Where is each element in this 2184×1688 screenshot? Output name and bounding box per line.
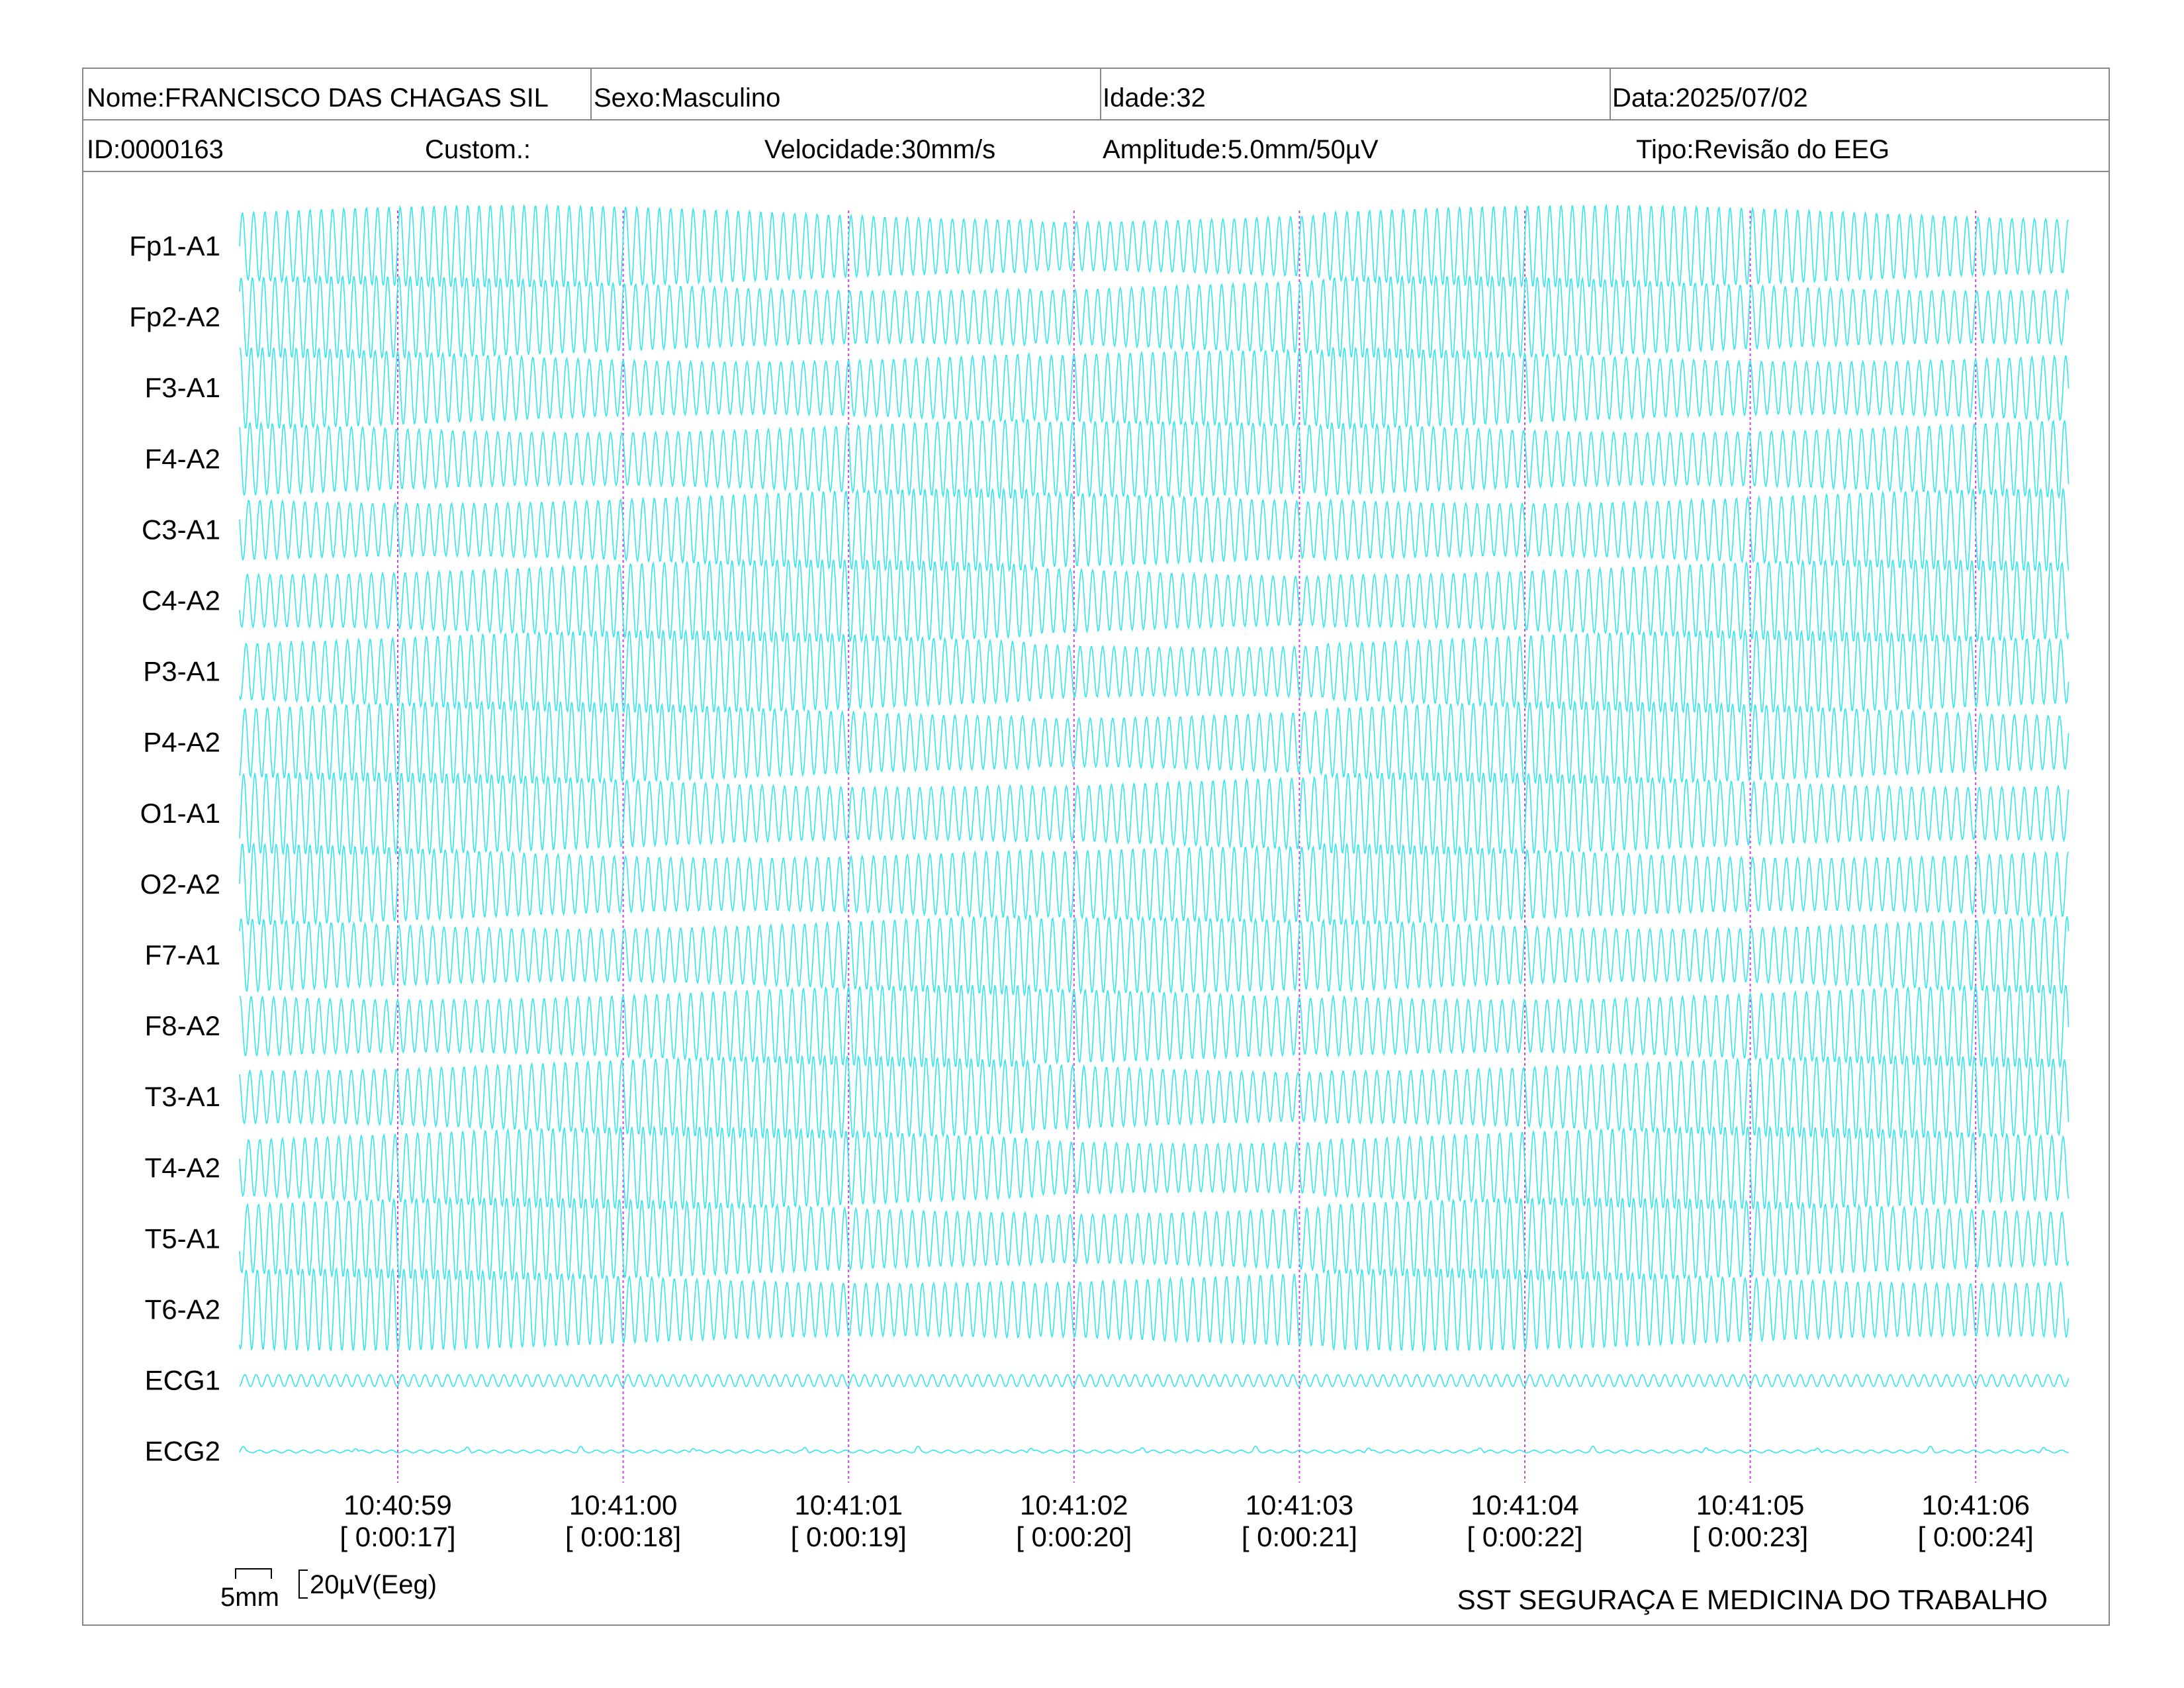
time-scale-label: 5mm — [220, 1583, 279, 1612]
time-tick-clock: 10:41:03 — [1246, 1489, 1354, 1521]
channel-trace — [239, 203, 2070, 289]
paper-speed: Velocidade:30mm/s — [764, 135, 996, 164]
channel-trace — [239, 1445, 2069, 1454]
channel-trace — [239, 1125, 2070, 1211]
channel-label: T4-A2 — [145, 1152, 220, 1183]
time-tick-clock: 10:41:00 — [569, 1489, 678, 1521]
time-markers — [397, 211, 1977, 1483]
channel-trace — [239, 700, 2070, 786]
time-tick-elapsed: [ 0:00:20] — [1016, 1521, 1132, 1552]
amplitude-setting: Amplitude:5.0mm/50µV — [1103, 135, 1379, 164]
header-divider-2 — [83, 171, 2109, 172]
time-tick-elapsed: [ 0:00:17] — [340, 1521, 455, 1552]
time-tick-clock: 10:41:02 — [1020, 1489, 1128, 1521]
channel-trace — [239, 771, 2070, 857]
channel-label: T6-A2 — [145, 1294, 220, 1325]
header-cell-divider — [590, 69, 592, 120]
exam-date: Data:2025/07/02 — [1612, 83, 1808, 113]
channel-label: P4-A2 — [143, 727, 220, 758]
channel-trace — [239, 983, 2070, 1069]
amplitude-scale-label: 20µV(Eeg) — [310, 1570, 437, 1599]
channel-label: P3-A1 — [143, 656, 220, 687]
channel-label: Fp1-A1 — [129, 230, 220, 261]
exam-type: Tipo:Revisão do EEG — [1636, 135, 1890, 164]
scale-bar: 5mm 20µV(Eeg) — [220, 1568, 437, 1612]
header-cell-divider — [1100, 69, 1101, 120]
patient-sex: Sexo:Masculino — [594, 83, 781, 113]
channel-label: O1-A1 — [140, 798, 220, 829]
patient-age: Idade:32 — [1103, 83, 1206, 113]
channel-trace — [239, 628, 2070, 715]
time-scale-bracket — [235, 1568, 272, 1579]
channel-label: F8-A2 — [145, 1010, 220, 1041]
custom-field: Custom.: — [425, 135, 531, 164]
channel-trace — [239, 419, 2070, 500]
time-tick-elapsed: [ 0:00:24] — [1918, 1521, 2034, 1552]
channel-label: C3-A1 — [142, 514, 220, 545]
channel-trace — [239, 914, 2070, 997]
time-tick-elapsed: [ 0:00:23] — [1692, 1521, 1808, 1552]
channel-trace — [239, 1054, 2070, 1140]
channel-trace — [239, 1374, 2070, 1387]
channel-label: F3-A1 — [145, 372, 220, 403]
eeg-traces — [239, 203, 2070, 1454]
channel-label: T3-A1 — [145, 1081, 220, 1112]
channel-label: C4-A2 — [142, 585, 220, 616]
channel-label: ECG2 — [145, 1436, 220, 1467]
channel-trace — [239, 558, 2070, 643]
channel-trace — [239, 842, 2070, 926]
time-tick-elapsed: [ 0:00:22] — [1467, 1521, 1582, 1552]
channel-trace — [239, 1196, 2070, 1282]
header-cell-divider — [1610, 69, 1611, 120]
time-tick-elapsed: [ 0:00:21] — [1242, 1521, 1357, 1552]
channel-trace — [239, 487, 2070, 572]
time-tick-clock: 10:41:05 — [1696, 1489, 1805, 1521]
time-tick-elapsed: [ 0:00:18] — [565, 1521, 681, 1552]
time-tick-clock: 10:41:06 — [1921, 1489, 2030, 1521]
time-tick-clock: 10:41:01 — [794, 1489, 903, 1521]
channel-label: ECG1 — [145, 1365, 220, 1396]
header-divider-1 — [83, 119, 2109, 120]
organization-name: SST SEGURAÇA E MEDICINA DO TRABALHO — [1457, 1584, 2048, 1615]
channel-labels: Fp1-A1 Fp2-A2 F3-A1 F4-A2 C3-A1 C4-A2 P3-A1 P4-… — [129, 230, 220, 1467]
channel-trace — [239, 1266, 2070, 1353]
channel-label: F7-A1 — [145, 939, 220, 970]
channel-label: F4-A2 — [145, 443, 220, 474]
channel-label: Fp2-A2 — [129, 301, 220, 332]
amplitude-scale-bracket — [298, 1570, 308, 1599]
time-tick-elapsed: [ 0:00:19] — [791, 1521, 907, 1552]
report-frame — [82, 68, 2110, 1626]
patient-name: Nome:FRANCISCO DAS CHAGAS SIL — [87, 83, 549, 113]
patient-id: ID:0000163 — [87, 135, 224, 164]
time-tick-clock: 10:41:04 — [1471, 1489, 1579, 1521]
time-tick-clock: 10:40:59 — [343, 1489, 452, 1521]
channel-trace — [239, 274, 2070, 360]
time-tick-labels: 10:40:59[ 0:00:17] 10:41:00[ 0:00:18] 10:4… — [340, 1489, 2033, 1552]
channel-label: T5-A1 — [145, 1223, 220, 1254]
channel-trace — [239, 346, 2070, 430]
channel-label: O2-A2 — [140, 868, 220, 900]
